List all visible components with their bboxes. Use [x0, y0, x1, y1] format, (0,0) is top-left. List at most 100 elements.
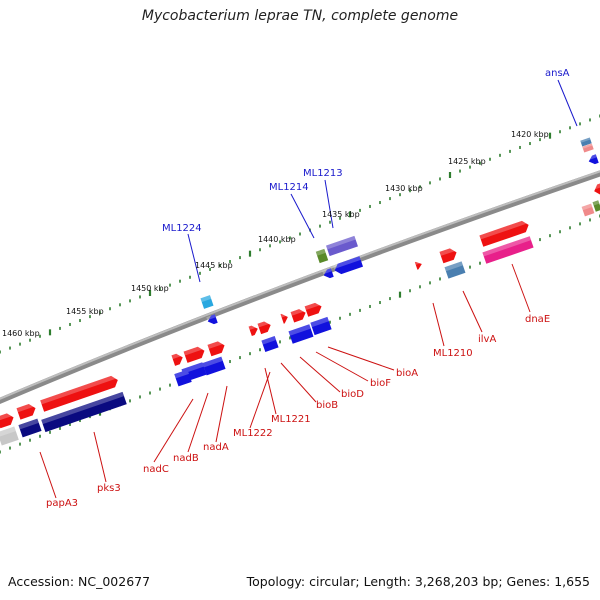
leader-bioa [327, 346, 395, 371]
topology-text: Topology: circular; Length: 3,268,203 bp… [246, 574, 590, 589]
gene-label-pks3[interactable]: pks3 [97, 483, 121, 494]
gene-right-edge-b-body [581, 203, 595, 217]
gene-edge-grey-body [0, 426, 19, 446]
gene-label-biof[interactable]: bioF [370, 378, 391, 389]
map-title: Mycobacterium leprae TN, complete genome [141, 8, 459, 24]
gene-right-edge-c [592, 200, 600, 212]
gene-dnae [482, 236, 534, 264]
gene-label-nadc[interactable]: nadC [143, 464, 169, 475]
gene-ml1213-shine [326, 235, 356, 250]
leader-ansa [557, 79, 578, 127]
gene-label-ml1214[interactable]: ML1214 [269, 182, 309, 193]
gene-label-biob[interactable]: bioB [316, 400, 338, 411]
gene-label-ml1222[interactable]: ML1222 [233, 428, 273, 439]
tick-layer [0, 114, 600, 454]
gene-ml1221-shine [257, 319, 271, 328]
gene-label-ansa[interactable]: ansA [545, 68, 570, 79]
leader-biob [280, 362, 317, 403]
gene-nadc-fwd-body [171, 353, 183, 366]
gene-ml1213-body [326, 235, 358, 257]
accession-text: Accession: NC_002677 [8, 574, 151, 589]
gene-papa3-body [18, 418, 42, 438]
gene-bioa [310, 316, 332, 336]
leader-ml1213 [324, 179, 334, 229]
gene-ml1214 [315, 248, 329, 264]
leader-ilva [462, 290, 483, 333]
gene-ilva-fwd [439, 246, 457, 264]
gene-label-biod[interactable]: bioD [341, 389, 364, 400]
gene-bioa-fwd [304, 301, 322, 317]
scale-label: 1430 kbp [385, 184, 423, 193]
gene-bioa-fwd-shine [304, 301, 322, 311]
scale-label: 1460 kbp [2, 329, 40, 338]
leader-dnae [511, 263, 531, 313]
gene-ansa-c-body [588, 154, 599, 165]
scale-label: 1455 kbp [66, 307, 104, 316]
gene-biof-body [288, 324, 314, 344]
gene-label-nada[interactable]: nadA [203, 442, 229, 453]
gene-layer [0, 137, 600, 446]
gene-label-bioa[interactable]: bioA [396, 368, 418, 379]
gene-ml1222-body [248, 325, 258, 337]
gene-label-ml1213[interactable]: ML1213 [303, 168, 343, 179]
leader-ml1222 [249, 371, 271, 429]
gene-label-ml1224[interactable]: ML1224 [162, 223, 202, 234]
leader-nadb [187, 392, 209, 453]
gene-label-dnae[interactable]: dnaE [525, 314, 550, 325]
gene-ml1214-shine [315, 248, 326, 256]
scale-label: 1435 kbp [322, 210, 360, 219]
gene-biod [280, 312, 288, 324]
gene-biob-shine [261, 336, 277, 345]
gene-ml1214-b-body [323, 268, 334, 279]
gene-papa3-shine [18, 418, 39, 430]
gene-dnae-body [482, 236, 534, 264]
leader-papa3 [39, 451, 57, 499]
gene-nada-fwd-body [207, 341, 225, 357]
gene-ansa-b [582, 143, 594, 153]
leader-biof [315, 351, 369, 382]
gene-bioa-fwd-body [304, 302, 322, 317]
scale-labels: 1420 kbp 1425 kbp 1430 kbp 1435 kbp 1440… [2, 130, 549, 338]
leader-layer [39, 79, 578, 499]
gene-pks3-shine [41, 391, 125, 425]
gene-ilva-body [444, 261, 466, 279]
gene-ml1224-b-shine [206, 314, 216, 321]
gene-nada-shine [202, 356, 223, 368]
gene-ansa-c [587, 154, 599, 165]
inner-gene-labels: dnaE ilvA ML1210 bioA bioF bioD bioB ML1… [46, 314, 550, 509]
gene-ilva-fwd-shine [439, 246, 456, 256]
gene-label-nadb[interactable]: nadB [173, 453, 199, 464]
scale-label: 1440 kbp [258, 235, 296, 244]
gene-label-ml1221[interactable]: ML1221 [271, 414, 311, 425]
gene-dnae-fwd-body [479, 220, 529, 247]
gene-pks3-fwd-body [40, 375, 118, 412]
gene-ml1221-body [257, 321, 271, 335]
leader-ml1214 [290, 193, 315, 239]
gene-nada-fwd [207, 339, 225, 357]
gene-label-ml1210[interactable]: ML1210 [433, 348, 473, 359]
gene-ml1210 [414, 260, 422, 270]
gene-right-edge-a-shine [592, 183, 600, 190]
gene-biob-body [261, 336, 279, 352]
gene-edge-grey-shine [0, 426, 16, 437]
gene-nadc [174, 369, 192, 387]
gene-biob [261, 336, 279, 352]
gene-nadb-fwd-shine [183, 345, 204, 356]
gene-label-papa3[interactable]: papA3 [46, 498, 78, 509]
gene-dnae-shine [482, 236, 532, 257]
gene-dnae-fwd [479, 219, 529, 247]
scale-label: 1425 kbp [448, 157, 486, 166]
gene-label-ilva[interactable]: ilvA [478, 334, 496, 345]
gene-biod-body [280, 313, 288, 324]
gene-papa3-fwd-body [16, 404, 36, 420]
gene-biod-shine [280, 312, 288, 318]
gene-papa3-fwd [16, 402, 36, 420]
gene-dnae-fwd-shine [479, 219, 529, 240]
gene-ml1213-b [332, 256, 364, 275]
gene-pks3 [41, 391, 127, 433]
gene-right-edge-c-shine [592, 200, 600, 206]
gene-ml1210-shine [414, 260, 422, 265]
gene-ilva [444, 261, 466, 279]
gene-edge-fwd-shine [0, 411, 13, 421]
gene-ml1222-shine [248, 323, 258, 330]
